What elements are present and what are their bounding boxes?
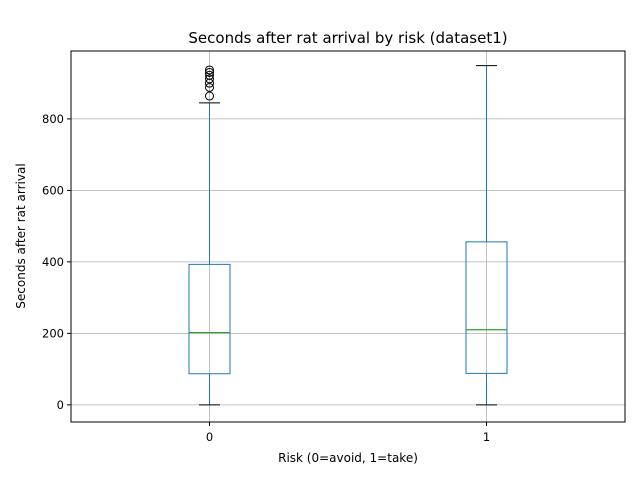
plot-frame [70,50,626,423]
x-tick-label: 0 [206,430,213,444]
y-tick-label: 200 [42,326,64,340]
outlier-point [205,82,214,92]
box-plot-marks [188,65,508,406]
y-tick-label: 0 [57,398,64,412]
outlier-point [205,65,214,75]
axis-ticks: 0 200 400 600 800 0 1 [42,112,490,444]
y-axis-label: Seconds after rat arrival [14,163,28,308]
outlier-point [205,67,214,77]
outlier-point [205,70,214,80]
chart-title: Seconds after rat arrival by risk (datas… [188,29,507,47]
outlier-point [205,74,214,84]
x-tick-label: 1 [483,430,490,444]
outlier-point [205,91,214,101]
x-axis-label: Risk (0=avoid, 1=take) [278,451,418,465]
iqr-box [188,263,231,375]
box-group-1 [465,65,508,406]
box-group-0 [188,65,231,406]
iqr-box [465,241,508,374]
grid-lines [71,51,625,422]
y-tick-label: 600 [42,183,64,197]
y-tick-label: 800 [42,112,64,126]
y-tick-label: 400 [42,255,64,269]
